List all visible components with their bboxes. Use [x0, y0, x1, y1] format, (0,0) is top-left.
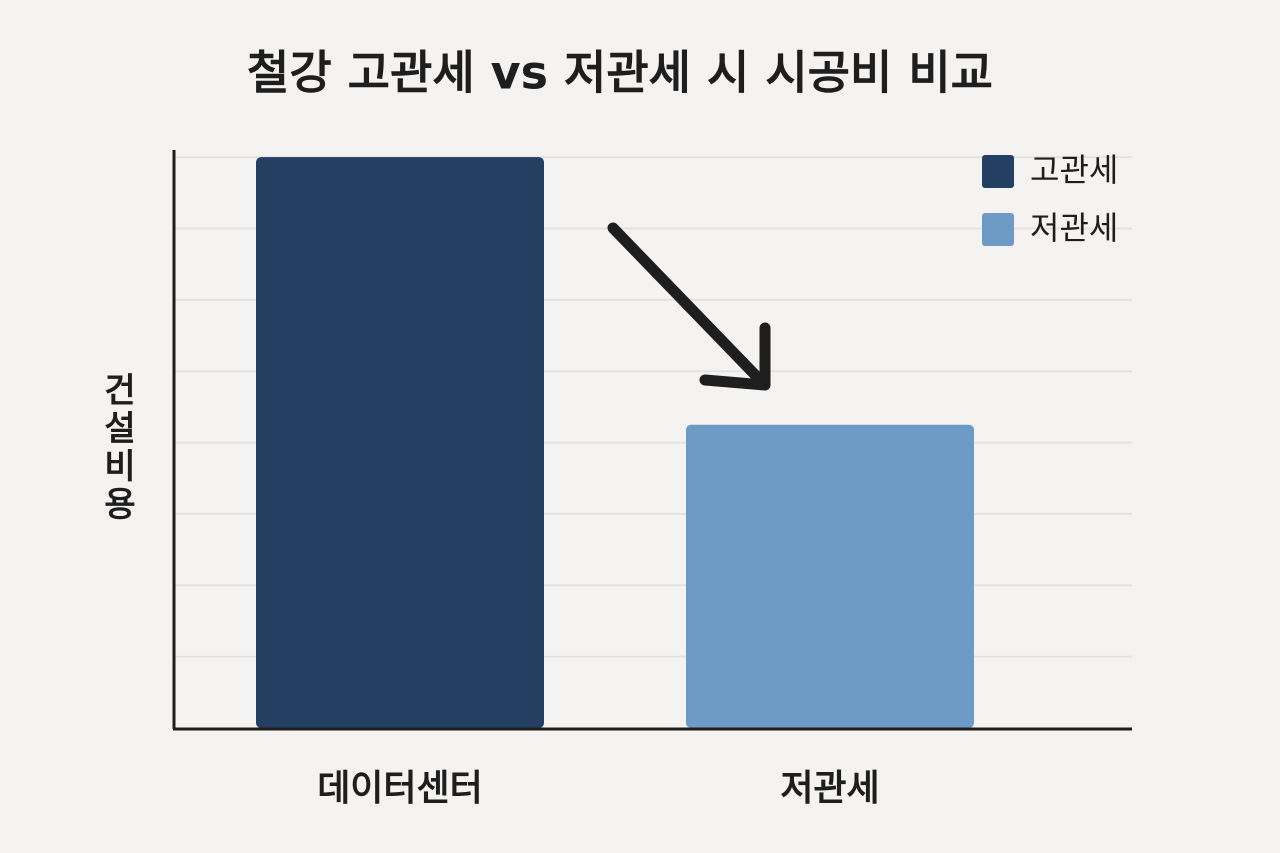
- x-tick-label: 데이터센터: [317, 768, 483, 809]
- bar: [256, 157, 544, 728]
- x-tick-label: 저관세: [780, 768, 879, 809]
- y-axis-label: 건설비용: [97, 372, 137, 524]
- legend-label: 고관세: [1030, 151, 1118, 189]
- legend-swatch: [982, 155, 1014, 188]
- legend-swatch: [982, 213, 1014, 246]
- bar: [686, 424, 974, 728]
- chart-title: 철강 고관세 vs 저관세 시 시공비 비교: [247, 46, 993, 100]
- arrow: [607, 222, 771, 391]
- legend-label: 저관세: [1030, 209, 1118, 247]
- bars: [256, 157, 974, 728]
